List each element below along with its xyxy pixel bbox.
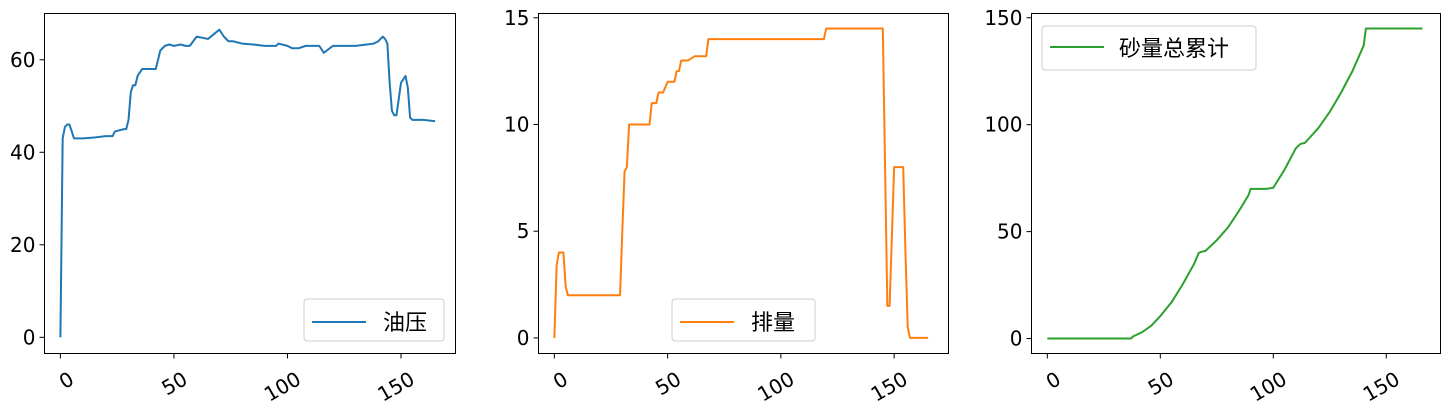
y-tick-label: 0 — [1010, 327, 1023, 351]
legend-label: 砂量总累计 — [1119, 37, 1229, 62]
legend: 油压 — [303, 298, 445, 342]
legend: 排量 — [671, 298, 816, 342]
legend-box — [671, 298, 816, 342]
plot-area — [59, 28, 436, 338]
legend-label: 排量 — [751, 311, 795, 336]
y-tick-label: 5 — [517, 219, 530, 243]
y-tick-label: 40 — [10, 140, 35, 164]
legend-label: 油压 — [383, 311, 427, 336]
plot-area-frame — [538, 13, 949, 354]
y-tick-label: 60 — [10, 48, 35, 72]
series-line — [553, 27, 929, 339]
plot-area-frame — [44, 13, 456, 354]
y-axis: 0 20 40 60 — [10, 48, 45, 349]
y-tick-label: 0 — [517, 326, 530, 350]
y-tick-label: 15 — [504, 6, 529, 30]
plot-area — [553, 27, 929, 339]
y-tick-label: 50 — [997, 220, 1022, 244]
legend: 砂量总累计 — [1041, 25, 1257, 71]
y-tick-label: 150 — [984, 6, 1022, 30]
legend-box — [303, 298, 445, 342]
plot-area — [1047, 27, 1423, 340]
y-tick-label: 20 — [10, 233, 35, 257]
plot-area-frame — [1031, 13, 1441, 354]
series-line — [1047, 27, 1423, 340]
y-tick-label: 100 — [984, 113, 1022, 137]
y-tick-label: 0 — [23, 325, 36, 349]
y-tick-label: 10 — [504, 112, 529, 136]
series-line — [59, 28, 436, 338]
legend-box — [1041, 25, 1257, 71]
y-axis: 0 5 10 15 — [504, 6, 539, 350]
y-axis: 0 50 100 150 — [984, 6, 1032, 351]
